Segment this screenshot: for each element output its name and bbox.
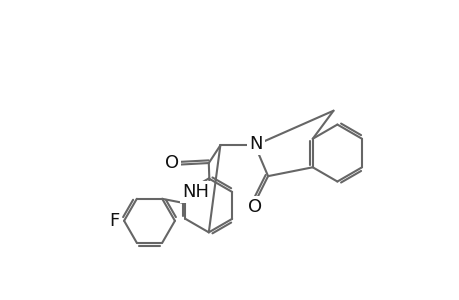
Text: NH: NH [182, 183, 209, 201]
Text: N: N [248, 135, 262, 153]
Text: F: F [110, 212, 120, 230]
Text: O: O [247, 198, 262, 216]
Text: O: O [164, 154, 179, 172]
